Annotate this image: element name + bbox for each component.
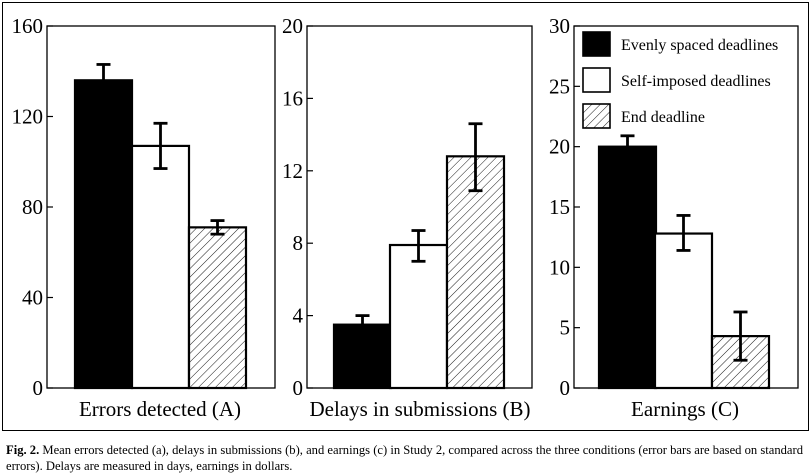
chart-earnings: 0 5 10 15 20 25 30 Earnings (C) xyxy=(549,14,799,421)
legend-label: Evenly spaced deadlines xyxy=(621,37,778,54)
chart-errors: 0 40 80 120 160 Errors detected (A) xyxy=(12,14,276,421)
legend: Evenly spaced deadlines Self-imposed dead… xyxy=(582,31,778,129)
error-bar xyxy=(355,314,370,334)
legend-swatch xyxy=(582,67,611,93)
error-bar xyxy=(733,310,748,362)
y-tick-label: 8 xyxy=(293,231,304,255)
figure-frame xyxy=(2,2,809,431)
y-tick-label: 30 xyxy=(549,14,570,38)
y-tick-label: 0 xyxy=(560,376,571,400)
y-tick-label: 4 xyxy=(293,304,304,328)
bar-self-imposed-deadlines xyxy=(130,144,191,390)
bar-end-deadline xyxy=(445,155,506,390)
caption-label: Fig. 2. xyxy=(6,443,40,457)
y-tick-label: 20 xyxy=(282,14,303,38)
legend-swatch xyxy=(582,103,611,129)
bar-evenly-spaced-deadlines xyxy=(597,145,658,390)
bar-evenly-spaced-deadlines xyxy=(73,79,134,390)
y-tick-label: 10 xyxy=(549,255,570,279)
y-tick-label: 80 xyxy=(22,195,43,219)
error-bar xyxy=(468,122,483,193)
y-tick-label: 25 xyxy=(549,74,570,98)
error-bar xyxy=(210,219,225,236)
y-tick-label: 0 xyxy=(293,376,304,400)
y-tick-label: 12 xyxy=(282,159,303,183)
error-bar xyxy=(411,229,426,263)
x-axis-label: Delays in submissions (B) xyxy=(309,397,530,421)
y-tick-label: 40 xyxy=(22,286,43,310)
legend-entry: Evenly spaced deadlines xyxy=(582,31,778,57)
legend-entry: End deadline xyxy=(582,103,705,129)
figure-caption: Fig. 2. Mean errors detected (a), delays… xyxy=(6,443,806,474)
y-tick-label: 120 xyxy=(12,105,44,129)
y-tick-label: 5 xyxy=(560,316,571,340)
chart-delays: 0 4 8 12 16 20 Delays in submissions (B) xyxy=(282,14,533,421)
legend-swatch xyxy=(582,31,611,57)
y-tick-label: 15 xyxy=(549,195,570,219)
bar-end-deadline xyxy=(710,335,771,390)
bar-end-deadline xyxy=(187,226,248,390)
caption-text: Mean errors detected (a), delays in subm… xyxy=(6,443,804,473)
x-axis-label: Errors detected (A) xyxy=(79,397,241,421)
bar-evenly-spaced-deadlines xyxy=(332,323,393,390)
legend-label: End deadline xyxy=(621,109,705,126)
bar-self-imposed-deadlines xyxy=(388,243,449,390)
bar-self-imposed-deadlines xyxy=(653,232,714,390)
legend-label: Self-imposed deadlines xyxy=(621,73,771,90)
y-tick-label: 0 xyxy=(33,376,44,400)
error-bar xyxy=(96,63,111,103)
y-tick-label: 160 xyxy=(12,14,44,38)
legend-entry: Self-imposed deadlines xyxy=(582,67,771,93)
error-bar xyxy=(676,214,691,252)
error-bar xyxy=(153,121,168,170)
x-axis-label: Earnings (C) xyxy=(631,397,739,421)
y-tick-label: 20 xyxy=(549,135,570,159)
y-tick-label: 16 xyxy=(282,86,303,110)
error-bar xyxy=(620,134,635,157)
